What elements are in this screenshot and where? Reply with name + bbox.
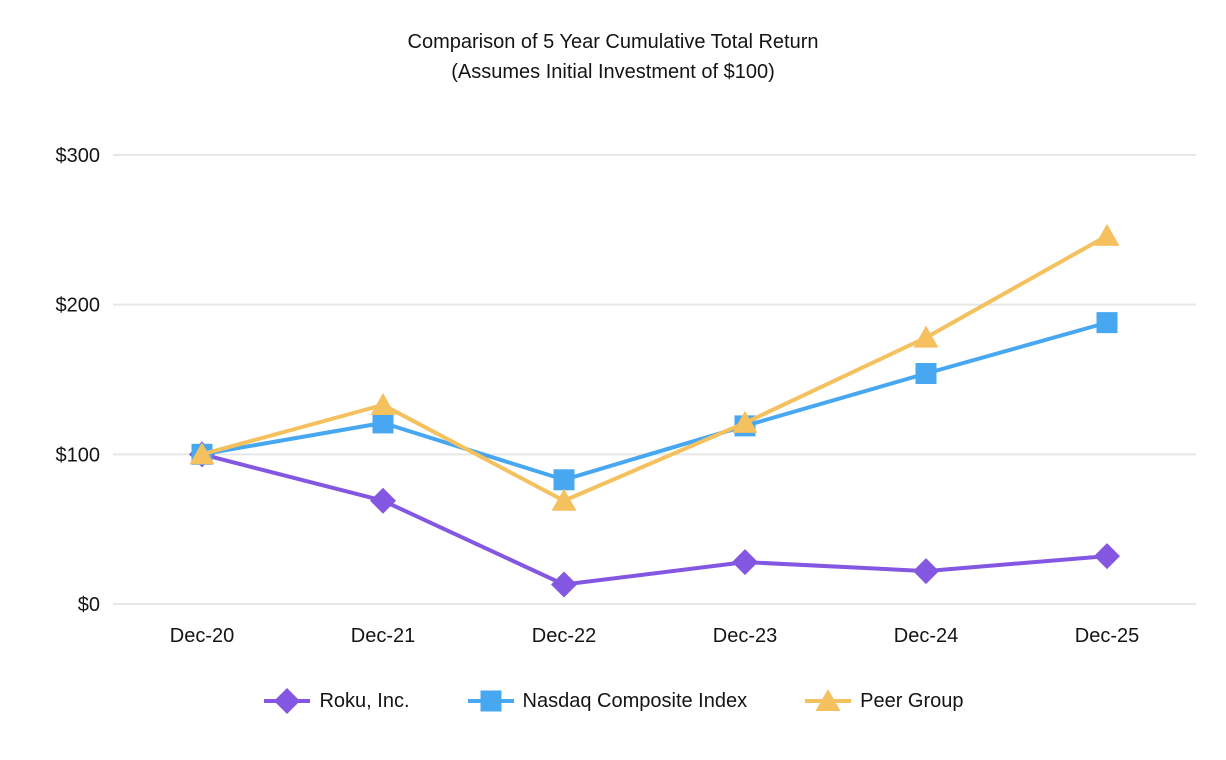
series-nasdaq-composite-index-square-marker <box>553 469 575 491</box>
series-roku-inc-diamond-marker <box>370 487 396 514</box>
legend-peer-group-triangle-marker <box>815 689 841 711</box>
series-peer-group-triangle-marker <box>370 392 396 415</box>
chart-title-line1: Comparison of 5 Year Cumulative Total Re… <box>407 31 819 53</box>
series-line-nasdaq-composite-index <box>200 320 1109 482</box>
series-nasdaq-composite-index-square-marker <box>372 412 394 434</box>
legend-item-roku-inc: Roku, Inc. <box>262 686 410 716</box>
series-peer-group-triangle-marker <box>189 442 215 465</box>
series-roku-inc-diamond-marker <box>732 549 758 576</box>
series-line-roku-inc <box>200 452 1109 587</box>
legend-nasdaq-composite-index-square-marker <box>480 690 502 712</box>
y-axis-tick-label: $300 <box>56 145 101 167</box>
series-peer-group-triangle-marker <box>551 488 577 511</box>
legend-label-nasdaq-composite-index: Nasdaq Composite Index <box>522 689 748 712</box>
x-axis-tick-label: Dec-23 <box>713 625 777 647</box>
series-nasdaq-composite-index-square-marker <box>915 363 937 385</box>
series-line-peer-group <box>200 233 1109 503</box>
series-roku-inc-diamond-marker <box>913 558 939 585</box>
x-axis-tick-label: Dec-20 <box>170 625 234 647</box>
roku-inc-legend-marker-icon <box>264 688 311 714</box>
y-axis-tick-label: $200 <box>56 295 101 317</box>
series-roku-inc-diamond-marker <box>1094 543 1120 570</box>
series-peer-group-triangle-marker <box>913 325 939 348</box>
legend-roku-inc-diamond-marker <box>274 688 301 714</box>
series-peer-group-triangle-marker <box>732 410 758 433</box>
legend-item-peer-group: Peer Group <box>803 686 964 716</box>
y-axis-tick-label: $100 <box>56 444 101 466</box>
nasdaq-composite-index-legend-marker-icon <box>467 690 514 712</box>
series-roku-inc-diamond-marker <box>551 571 577 598</box>
x-axis-tick-label: Dec-21 <box>351 625 415 647</box>
chart-title-line2: (Assumes Initial Investment of $100) <box>451 61 775 83</box>
chart-title: Comparison of 5 Year Cumulative Total Re… <box>0 27 1226 87</box>
chart-legend: Roku, Inc. Nasdaq Composite Index Peer Gro… <box>0 686 1226 716</box>
peer-group-legend-marker-icon <box>805 689 852 711</box>
y-axis-tick-label: $0 <box>78 594 100 616</box>
legend-label-peer-group: Peer Group <box>860 689 964 712</box>
x-axis-tick-label: Dec-25 <box>1075 625 1139 647</box>
x-axis-tick-label: Dec-22 <box>532 625 596 647</box>
series-nasdaq-composite-index-square-marker <box>1096 312 1118 334</box>
legend-item-nasdaq-composite-index: Nasdaq Composite Index <box>466 686 748 716</box>
legend-label-roku-inc: Roku, Inc. <box>319 689 410 712</box>
series-peer-group-triangle-marker <box>1094 223 1120 246</box>
x-axis-tick-label: Dec-24 <box>894 625 958 647</box>
